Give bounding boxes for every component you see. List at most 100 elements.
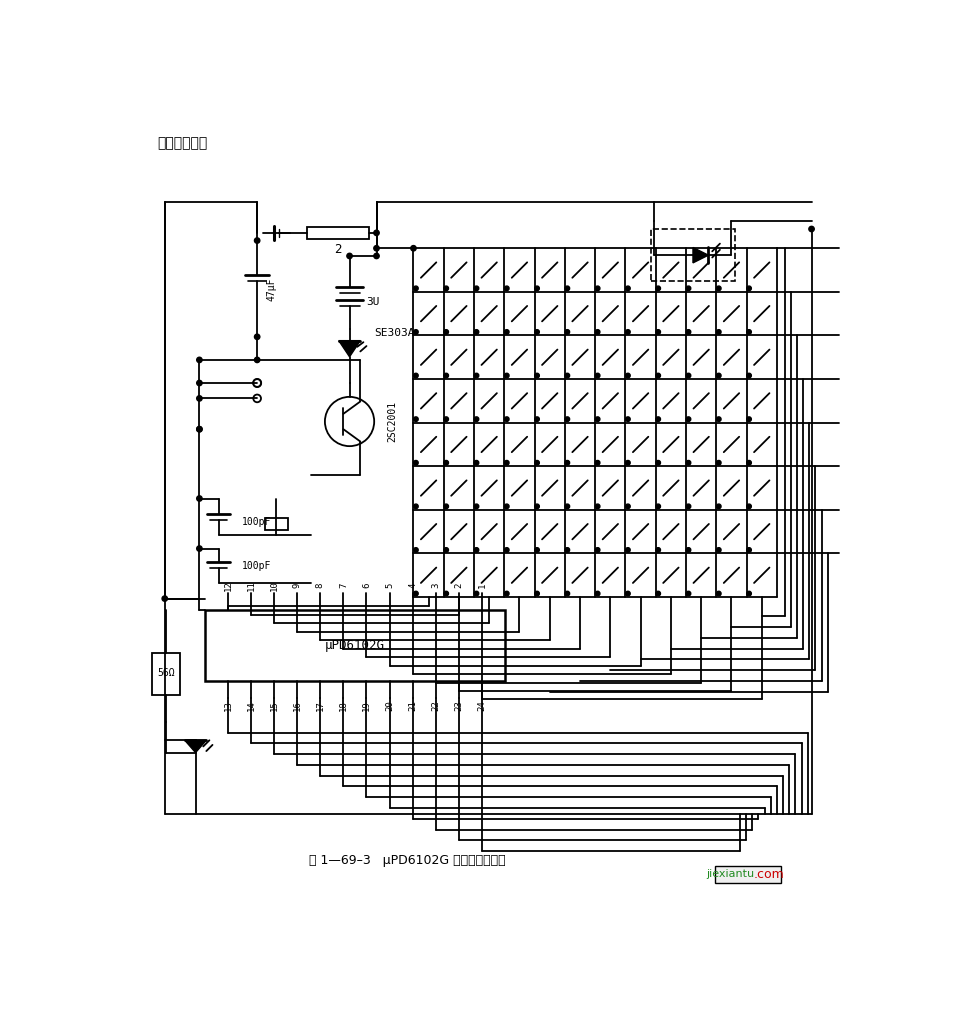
Circle shape	[373, 230, 379, 235]
Text: 3U: 3U	[367, 297, 380, 307]
Circle shape	[373, 254, 379, 259]
Circle shape	[716, 329, 721, 334]
Text: 2: 2	[454, 583, 464, 588]
Text: 47μF: 47μF	[266, 278, 276, 301]
Circle shape	[595, 504, 600, 509]
Circle shape	[747, 329, 752, 334]
Circle shape	[535, 591, 540, 596]
Circle shape	[444, 374, 448, 378]
Circle shape	[162, 596, 167, 601]
Text: 6: 6	[362, 583, 371, 588]
Circle shape	[444, 329, 448, 334]
Circle shape	[197, 426, 203, 432]
Circle shape	[444, 417, 448, 421]
Circle shape	[474, 286, 479, 291]
Circle shape	[686, 591, 691, 596]
Circle shape	[253, 379, 261, 387]
Circle shape	[565, 417, 569, 421]
Circle shape	[414, 504, 419, 509]
Circle shape	[626, 374, 630, 378]
Circle shape	[716, 374, 721, 378]
Circle shape	[414, 374, 419, 378]
Circle shape	[253, 395, 261, 402]
Circle shape	[656, 504, 660, 509]
Circle shape	[414, 329, 419, 334]
Circle shape	[656, 417, 660, 421]
Circle shape	[254, 358, 260, 363]
Bar	[204, 610, 505, 681]
Text: 23: 23	[454, 700, 464, 711]
Text: 图 1—69–3   μPD6102G 典型应用电路图: 图 1—69–3 μPD6102G 典型应用电路图	[309, 853, 506, 867]
Circle shape	[686, 461, 691, 465]
Circle shape	[686, 374, 691, 378]
Text: 22: 22	[431, 700, 441, 711]
Circle shape	[626, 417, 630, 421]
Circle shape	[444, 591, 448, 596]
Text: 11: 11	[247, 580, 255, 591]
Text: 20: 20	[385, 700, 395, 711]
Text: 56Ω: 56Ω	[157, 669, 175, 679]
Text: 24: 24	[477, 700, 487, 711]
Polygon shape	[339, 340, 360, 357]
Circle shape	[656, 286, 660, 291]
Polygon shape	[184, 740, 206, 752]
Text: 18: 18	[339, 700, 348, 711]
Circle shape	[716, 461, 721, 465]
Circle shape	[565, 504, 569, 509]
Circle shape	[747, 286, 752, 291]
Circle shape	[444, 286, 448, 291]
Circle shape	[535, 329, 540, 334]
Circle shape	[504, 374, 509, 378]
Text: 13: 13	[224, 700, 232, 711]
Text: 典型应用电路: 典型应用电路	[157, 135, 207, 149]
Circle shape	[595, 591, 600, 596]
Circle shape	[444, 461, 448, 465]
Circle shape	[411, 245, 416, 250]
Circle shape	[716, 547, 721, 552]
Circle shape	[626, 504, 630, 509]
Text: 100pF: 100pF	[242, 516, 271, 526]
Circle shape	[626, 591, 630, 596]
Circle shape	[595, 374, 600, 378]
Circle shape	[504, 329, 509, 334]
Circle shape	[197, 396, 203, 401]
Circle shape	[747, 504, 752, 509]
Circle shape	[444, 504, 448, 509]
Bar	[265, 518, 288, 530]
Circle shape	[686, 417, 691, 421]
Bar	[651, 229, 735, 282]
Circle shape	[626, 286, 630, 291]
Bar	[715, 866, 780, 883]
Circle shape	[252, 379, 261, 387]
Circle shape	[626, 461, 630, 465]
Circle shape	[626, 547, 630, 552]
Circle shape	[373, 245, 379, 250]
Text: 5: 5	[385, 583, 395, 588]
Circle shape	[747, 547, 752, 552]
Circle shape	[414, 591, 419, 596]
Circle shape	[626, 329, 630, 334]
Text: μPD6102G: μPD6102G	[324, 639, 385, 652]
Circle shape	[474, 591, 479, 596]
Circle shape	[504, 461, 509, 465]
Circle shape	[686, 504, 691, 509]
Circle shape	[414, 547, 419, 552]
Text: 16: 16	[293, 700, 301, 711]
Text: 15: 15	[270, 700, 278, 711]
Text: 7: 7	[339, 583, 348, 588]
Circle shape	[197, 545, 203, 551]
Circle shape	[656, 374, 660, 378]
Circle shape	[565, 286, 569, 291]
Text: 21: 21	[408, 700, 418, 711]
Circle shape	[474, 374, 479, 378]
Circle shape	[716, 286, 721, 291]
Circle shape	[716, 591, 721, 596]
Circle shape	[595, 329, 600, 334]
Circle shape	[474, 504, 479, 509]
Circle shape	[565, 329, 569, 334]
Circle shape	[504, 547, 509, 552]
Circle shape	[535, 547, 540, 552]
Circle shape	[504, 286, 509, 291]
Circle shape	[656, 547, 660, 552]
Circle shape	[474, 329, 479, 334]
